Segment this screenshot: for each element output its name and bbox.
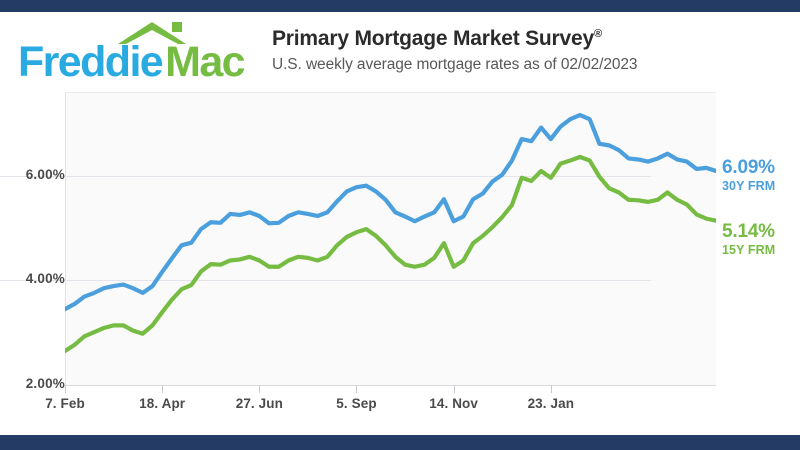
end-label-15y-name: 15Y FRM	[722, 243, 776, 257]
end-label-30y-name: 30Y FRM	[722, 179, 776, 193]
registered-trademark-icon: ®	[593, 28, 602, 40]
y-axis-tick-label: 4.00%	[25, 271, 65, 287]
x-axis-tick-mark	[259, 385, 261, 393]
x-axis-line	[65, 385, 716, 386]
y-axis-tick-label: 2.00%	[25, 376, 65, 391]
page-title: Primary Mortgage Market Survey®	[272, 26, 772, 52]
y-axis-tick-label: 6.00%	[25, 166, 65, 182]
logo-word-freddie: Freddie	[18, 38, 164, 86]
letterbox-bar-top	[0, 0, 800, 12]
x-axis-tick-label: 18. Apr	[139, 396, 186, 411]
x-axis-tick-label: 14. Nov	[429, 396, 479, 411]
header: FreddieMac Primary Mortgage Market Surve…	[0, 12, 800, 92]
end-label-15y-value: 5.14%	[722, 221, 775, 242]
x-axis-tick-label: 7. Feb	[45, 396, 85, 411]
freddie-mac-logo: FreddieMac	[18, 20, 258, 92]
x-axis-tick-mark	[550, 385, 552, 393]
x-axis-tick-label: 5. Sep	[336, 396, 377, 411]
house-roof-icon	[118, 22, 186, 44]
x-axis-tick-mark	[356, 385, 358, 393]
page-subtitle: U.S. weekly average mortgage rates as of…	[272, 56, 638, 73]
page-title-text: Primary Mortgage Market Survey	[272, 27, 594, 50]
logo-word-mac: Mac	[165, 38, 245, 86]
x-axis-tick-mark	[453, 385, 455, 393]
end-label-30y-value: 6.09%	[722, 157, 775, 178]
plot-area	[65, 92, 716, 385]
series-lines	[65, 92, 716, 385]
letterbox-bar-bottom	[0, 435, 800, 450]
logo-wordmark: FreddieMac	[18, 38, 258, 86]
x-axis-tick-label: 27. Jun	[235, 396, 283, 411]
series-line-30y-frm	[65, 115, 716, 309]
end-label-15y: 5.14% 15Y FRM	[722, 221, 775, 258]
series-line-15y-frm	[65, 157, 716, 351]
title-block: Primary Mortgage Market Survey® U.S. wee…	[272, 26, 772, 75]
gridline	[0, 280, 651, 282]
x-axis-tick-mark	[162, 385, 164, 393]
x-axis-tick-mark	[65, 385, 66, 393]
gridline	[0, 175, 651, 177]
x-axis-tick-label: 23. Jan	[527, 396, 575, 411]
end-label-30y: 6.09% 30Y FRM	[722, 157, 775, 194]
